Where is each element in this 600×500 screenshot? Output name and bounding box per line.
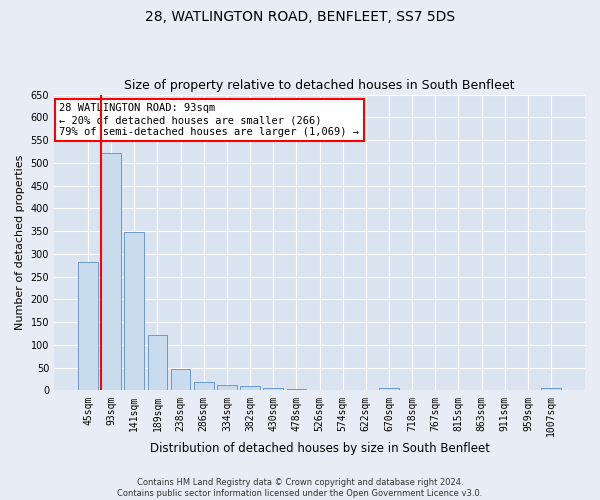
Bar bbox=[148, 335, 167, 390]
Text: 28, WATLINGTON ROAD, BENFLEET, SS7 5DS: 28, WATLINGTON ROAD, BENFLEET, SS7 5DS bbox=[145, 10, 455, 24]
Bar bbox=[263, 388, 283, 390]
X-axis label: Distribution of detached houses by size in South Benfleet: Distribution of detached houses by size … bbox=[149, 442, 490, 455]
Text: Contains HM Land Registry data © Crown copyright and database right 2024.
Contai: Contains HM Land Registry data © Crown c… bbox=[118, 478, 482, 498]
Bar bbox=[171, 368, 190, 390]
Bar bbox=[78, 262, 98, 390]
Bar bbox=[217, 384, 237, 390]
Bar bbox=[240, 386, 260, 390]
Bar bbox=[101, 153, 121, 390]
Bar bbox=[287, 388, 306, 390]
Bar bbox=[541, 388, 561, 390]
Text: 28 WATLINGTON ROAD: 93sqm
← 20% of detached houses are smaller (266)
79% of semi: 28 WATLINGTON ROAD: 93sqm ← 20% of detac… bbox=[59, 104, 359, 136]
Bar bbox=[124, 232, 144, 390]
Y-axis label: Number of detached properties: Number of detached properties bbox=[15, 155, 25, 330]
Bar bbox=[379, 388, 399, 390]
Bar bbox=[194, 382, 214, 390]
Title: Size of property relative to detached houses in South Benfleet: Size of property relative to detached ho… bbox=[124, 79, 515, 92]
